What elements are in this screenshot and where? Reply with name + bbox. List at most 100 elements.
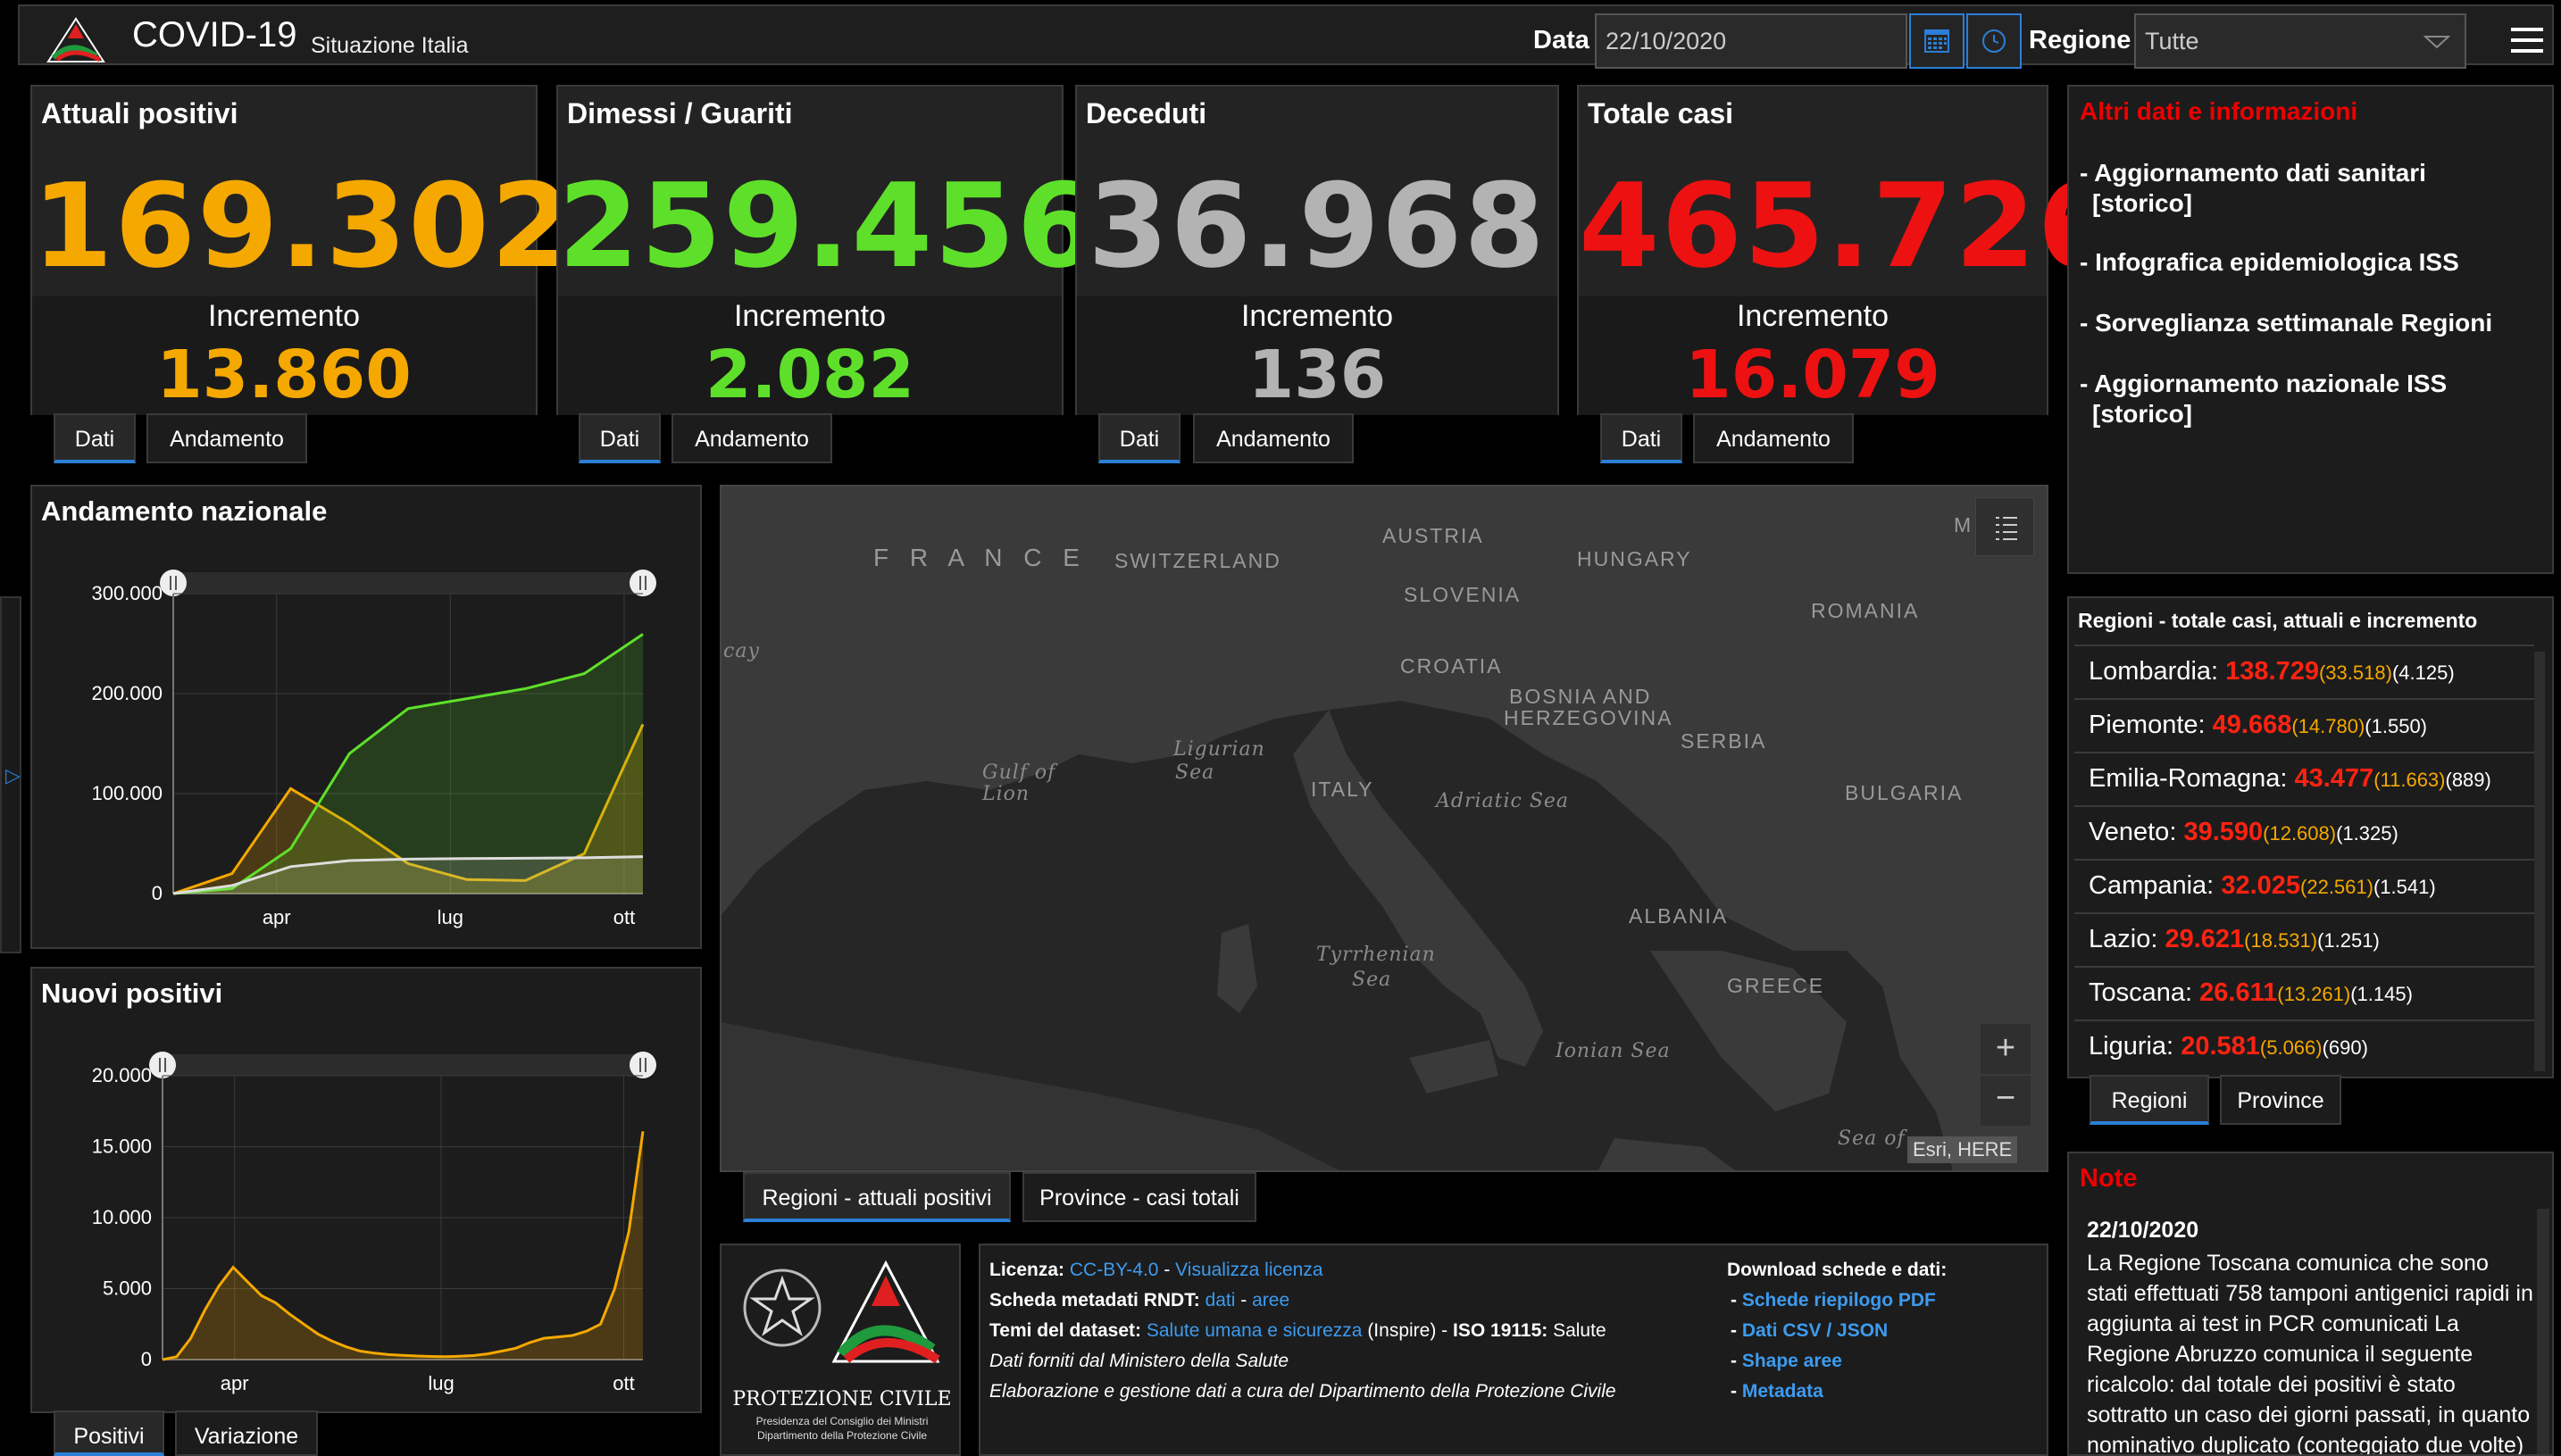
slider-handle-start[interactable] bbox=[160, 570, 187, 596]
map-view[interactable]: F R A N C E SWITZERLAND AUSTRIA HUNGARY … bbox=[720, 485, 2048, 1172]
tab-dati[interactable]: Dati bbox=[54, 413, 136, 463]
tab-andamento[interactable]: Andamento bbox=[1193, 413, 1354, 463]
info-link-aggiornamento[interactable]: - Aggiornamento dati sanitari bbox=[2080, 159, 2426, 187]
tab-regioni[interactable]: Regioni bbox=[2090, 1075, 2209, 1125]
series-line[interactable] bbox=[172, 855, 644, 895]
tab-province-casi-totali[interactable]: Province - casi totali bbox=[1022, 1172, 1256, 1222]
zoom-out-button[interactable]: − bbox=[1981, 1076, 2031, 1126]
tab-dati[interactable]: Dati bbox=[579, 413, 661, 463]
region-row[interactable]: Campania: 32.025(22.561)(1.541) bbox=[2074, 859, 2534, 912]
region-row[interactable]: Liguria: 20.581(5.066)(690) bbox=[2074, 1019, 2534, 1073]
y-tick-label: 5.000 bbox=[103, 1277, 152, 1300]
org-name: PROTEZIONE CIVILE bbox=[732, 1388, 952, 1410]
info-link-infografica[interactable]: - Infografica epidemiologica ISS bbox=[2080, 248, 2459, 276]
national-trend-chart[interactable]: 300.000 200.000 100.000 0 apr lug ott bbox=[32, 487, 704, 951]
tab-regioni-attuali-positivi[interactable]: Regioni - attuali positivi bbox=[743, 1172, 1011, 1222]
y-tick-label: 10.000 bbox=[92, 1206, 152, 1228]
time-slider-track[interactable] bbox=[163, 1054, 643, 1076]
info-link-sorveglianza[interactable]: - Sorveglianza settimanale Regioni bbox=[2080, 309, 2493, 337]
tab-variazione[interactable]: Variazione bbox=[175, 1410, 318, 1456]
region-row[interactable]: Toscana: 26.611(13.261)(1.145) bbox=[2074, 966, 2534, 1019]
slider-handle-end[interactable] bbox=[630, 1052, 656, 1078]
list-icon bbox=[1996, 517, 2017, 540]
series-line[interactable] bbox=[162, 1131, 645, 1361]
x-tick-label: ott bbox=[613, 1372, 634, 1394]
region-tot: 43.477 bbox=[2294, 764, 2374, 793]
scheda-dati-link[interactable]: dati bbox=[1205, 1290, 1236, 1310]
map-label-m: M bbox=[1954, 513, 1973, 537]
card-totale-casi: Totale casi 465.726 Incremento 16.079 bbox=[1577, 85, 2118, 415]
info-link-storico[interactable]: [storico] bbox=[2092, 189, 2192, 217]
legend-button[interactable] bbox=[1975, 497, 2034, 556]
tab-positivi[interactable]: Positivi bbox=[54, 1410, 164, 1456]
card-increment-value: 13.860 bbox=[156, 337, 412, 413]
iso-value: Salute bbox=[1547, 1320, 1606, 1341]
tab-dati[interactable]: Dati bbox=[1600, 413, 1682, 463]
scheda-label: Scheda metadati RNDT: bbox=[989, 1290, 1200, 1310]
region-row[interactable]: Veneto: 39.590(12.608)(1.325) bbox=[2074, 805, 2534, 859]
region-att: (5.066) bbox=[2259, 1036, 2323, 1059]
region-name: Veneto: bbox=[2089, 818, 2177, 846]
region-name: Lazio: bbox=[2089, 925, 2158, 953]
card-title: Totale casi bbox=[1588, 97, 1734, 129]
info-link-iss[interactable]: - Aggiornamento nazionale ISS bbox=[2080, 370, 2448, 397]
region-name: Campania: bbox=[2089, 871, 2215, 900]
series-area bbox=[163, 1131, 643, 1360]
region-select[interactable]: Tutte bbox=[2134, 13, 2466, 69]
tab-dati[interactable]: Dati bbox=[1098, 413, 1180, 463]
map-label-romania: ROMANIA bbox=[1811, 599, 1920, 622]
region-list-panel: Regioni - totale casi, attuali e increme… bbox=[2067, 596, 2554, 1078]
scheda-aree-link[interactable]: aree bbox=[1252, 1290, 1290, 1310]
series-line[interactable] bbox=[172, 633, 644, 895]
map-basemap bbox=[722, 487, 2047, 1170]
region-row[interactable]: Lazio: 29.621(18.531)(1.251) bbox=[2074, 912, 2534, 966]
tab-andamento[interactable]: Andamento bbox=[146, 413, 307, 463]
zoom-in-button[interactable]: + bbox=[1981, 1024, 2031, 1074]
tab-andamento[interactable]: Andamento bbox=[672, 413, 832, 463]
calendar-button[interactable] bbox=[1909, 13, 1965, 69]
download-csv-link[interactable]: Dati CSV / JSON bbox=[1741, 1320, 1889, 1341]
region-row[interactable]: Lombardia: 138.729(33.518)(4.125) bbox=[2074, 645, 2534, 698]
card-increment-label: Incremento bbox=[733, 299, 887, 333]
slider-handle-start[interactable] bbox=[149, 1052, 176, 1078]
time-button[interactable] bbox=[1966, 13, 2022, 69]
map-label-serbia: SERBIA bbox=[1681, 729, 1767, 753]
region-row[interactable]: Piemonte: 49.668(14.780)(1.550) bbox=[2074, 698, 2534, 752]
map-attribution: Esri, HERE bbox=[1907, 1136, 2018, 1163]
visualizza-licenza-link[interactable]: Visualizza licenza bbox=[1175, 1260, 1323, 1280]
slider-handle-end[interactable] bbox=[630, 570, 656, 596]
data-source-text: Dati forniti dal Ministero della Salute bbox=[989, 1351, 1289, 1371]
region-att: (13.261) bbox=[2277, 983, 2351, 1005]
download-shape-link[interactable]: Shape aree bbox=[1741, 1351, 1842, 1371]
app-subtitle: Situazione Italia bbox=[311, 33, 469, 58]
licenza-link[interactable]: CC-BY-4.0 bbox=[1069, 1260, 1159, 1280]
region-list-title: Regioni - totale casi, attuali e increme… bbox=[2078, 609, 2478, 632]
card-dimessi-guariti: Dimessi / Guariti 259.456 Incremento 2.0… bbox=[556, 85, 1097, 415]
y-tick-label: 300.000 bbox=[91, 582, 163, 604]
note-panel: Note 22/10/2020 La Regione Toscana comun… bbox=[2067, 1152, 2554, 1456]
region-tot: 32.025 bbox=[2221, 871, 2301, 900]
region-inc: (1.251) bbox=[2317, 929, 2380, 952]
series-area bbox=[173, 634, 643, 894]
x-tick-label: apr bbox=[221, 1372, 249, 1394]
calendar-icon bbox=[1924, 29, 1949, 53]
info-title: Altri dati e informazioni bbox=[2080, 97, 2358, 125]
time-slider-track[interactable] bbox=[173, 572, 643, 594]
download-metadata-link[interactable]: Metadata bbox=[1741, 1381, 1823, 1402]
menu-icon[interactable] bbox=[2509, 22, 2545, 58]
region-list-scrollbar[interactable] bbox=[2534, 652, 2545, 1071]
side-panel-toggle[interactable]: ▷ bbox=[0, 596, 21, 953]
new-positives-chart[interactable]: 20.000 15.000 10.000 5.000 0 apr lug ott bbox=[32, 969, 704, 1415]
region-tot: 26.611 bbox=[2199, 978, 2278, 1007]
info-link-iss-storico[interactable]: [storico] bbox=[2092, 400, 2192, 428]
tab-province[interactable]: Province bbox=[2220, 1075, 2341, 1125]
download-pdf-link[interactable]: Schede riepilogo PDF bbox=[1741, 1290, 1936, 1310]
temi-link[interactable]: Salute umana e sicurezza bbox=[1146, 1320, 1363, 1341]
note-scrollbar[interactable] bbox=[2537, 1209, 2549, 1454]
series-area bbox=[173, 856, 643, 894]
date-field[interactable]: 22/10/2020 bbox=[1595, 13, 1907, 69]
tab-andamento[interactable]: Andamento bbox=[1693, 413, 1854, 463]
region-row[interactable]: Emilia-Romagna: 43.477(11.663)(889) bbox=[2074, 752, 2534, 805]
map-label-adriatic: Adriatic Sea bbox=[1436, 790, 1570, 812]
series-line[interactable] bbox=[172, 723, 645, 895]
